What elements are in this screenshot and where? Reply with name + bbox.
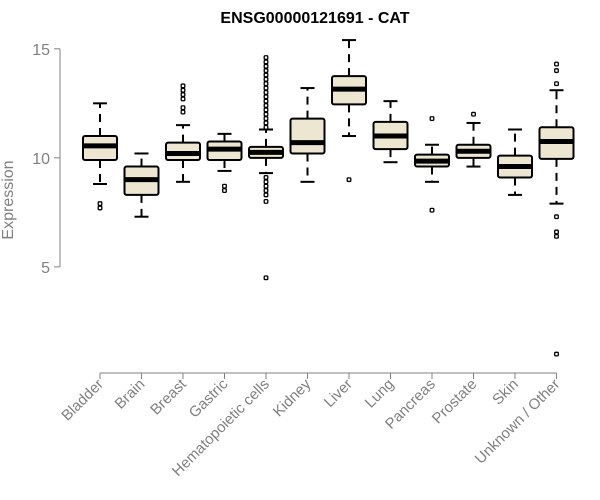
outlier-point — [263, 85, 269, 91]
outlier-point — [180, 83, 186, 89]
outlier-point — [263, 94, 269, 100]
outlier-point — [554, 229, 559, 235]
outlier-point — [263, 175, 269, 180]
x-tick-label: Kidney — [270, 375, 315, 420]
y-axis: 5 10 15 — [32, 42, 61, 277]
outlier-point — [554, 81, 559, 87]
outlier-point — [222, 183, 227, 189]
outlier-point — [263, 103, 269, 108]
outlier-point — [346, 177, 352, 183]
outlier-point — [180, 92, 186, 98]
box-9 — [455, 111, 492, 168]
box-1 — [123, 152, 160, 218]
x-tick-label: Skin — [489, 376, 522, 409]
x-tick-label: Liver — [321, 376, 356, 411]
outlier-point — [263, 116, 269, 122]
outlier-point — [97, 205, 103, 211]
outlier-point — [263, 199, 269, 204]
outlier-point — [471, 111, 476, 117]
y-axis-label: Expression — [0, 160, 17, 239]
outlier-point — [222, 188, 227, 193]
outlier-point — [429, 116, 435, 122]
outlier-point — [180, 96, 186, 102]
outlier-point — [554, 68, 559, 74]
box-0 — [82, 102, 118, 211]
outlier-point — [180, 109, 186, 115]
outlier-point — [263, 188, 269, 193]
outlier-point — [263, 120, 269, 126]
outlier-point — [180, 87, 186, 93]
outlier-point — [263, 55, 269, 60]
box-5 — [289, 87, 326, 183]
chart-title: ENSG00000121691 - CAT — [220, 10, 409, 27]
box-7 — [372, 100, 409, 164]
outlier-point — [263, 183, 269, 189]
y-tick-label: 10 — [32, 151, 50, 168]
outlier-point — [429, 207, 435, 213]
y-tick-label: 15 — [32, 42, 50, 59]
outlier-point — [554, 214, 559, 220]
box-6 — [331, 39, 367, 183]
outlier-point — [554, 351, 559, 357]
outlier-point — [263, 76, 269, 82]
outlier-point — [263, 72, 269, 78]
outlier-point — [263, 179, 269, 185]
x-tick-label: Brain — [112, 376, 149, 413]
outlier-point — [263, 68, 269, 74]
outlier-point — [554, 233, 559, 239]
x-tick-label: Lung — [362, 376, 398, 412]
outlier-point — [263, 98, 269, 104]
box-4 — [248, 55, 284, 281]
box-rect — [289, 117, 326, 155]
outlier-point — [263, 111, 269, 117]
box-3 — [206, 132, 243, 193]
outlier-point — [263, 81, 269, 87]
outlier-point — [263, 89, 269, 95]
outlier-point — [263, 107, 269, 113]
outlier-point — [263, 192, 269, 198]
box-10 — [497, 128, 533, 196]
outlier-point — [263, 63, 269, 69]
box-8 — [414, 116, 450, 213]
box-11 — [538, 61, 575, 357]
outlier-point — [554, 61, 559, 67]
boxes-group — [82, 39, 575, 357]
box-2 — [165, 83, 201, 183]
outlier-point — [263, 59, 269, 65]
x-tick-label: Breast — [147, 375, 190, 418]
x-tick-label: Bladder — [58, 376, 107, 425]
outlier-point — [97, 201, 103, 207]
y-tick-label: 5 — [41, 260, 50, 277]
outlier-point — [263, 124, 269, 130]
outlier-point — [180, 105, 186, 111]
outlier-point — [263, 275, 269, 281]
x-tick-label: Prostate — [429, 376, 481, 428]
